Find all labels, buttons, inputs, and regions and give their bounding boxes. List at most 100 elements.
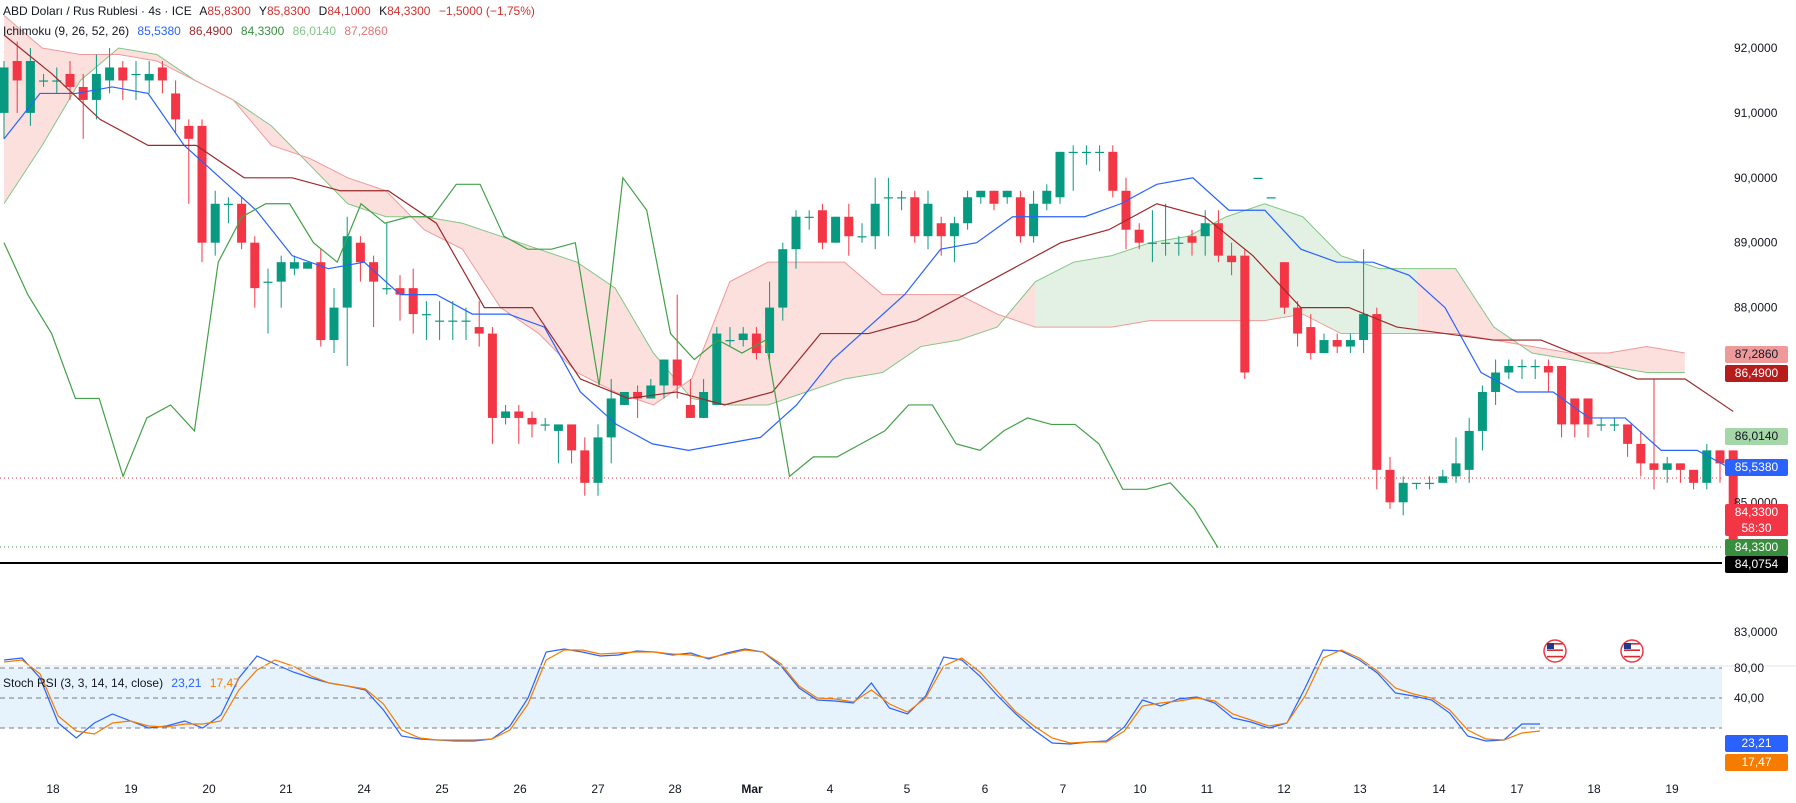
candle-body [1504, 366, 1514, 373]
candle-body [355, 242, 365, 263]
bar-countdown: 58:30 [1741, 521, 1772, 535]
candle-body [844, 216, 854, 237]
candle-body [171, 93, 181, 120]
candle-body [1055, 151, 1065, 198]
candle-body [395, 288, 405, 295]
ichimoku-chikou-line [3, 176, 1219, 549]
candle-body [1293, 307, 1303, 334]
time-axis-tick: 18 [1587, 782, 1601, 796]
candle-body [1332, 340, 1342, 347]
candle-body [1240, 255, 1250, 373]
stoch-rsi-pane [0, 648, 1722, 745]
candle-body [91, 73, 101, 100]
flag-stripe [1624, 643, 1640, 645]
candle-body [1583, 398, 1593, 425]
candle-body [1609, 424, 1619, 426]
ichimoku-legend[interactable]: Ichimoku (9, 26, 52, 26) 85,5380 86,4900… [3, 24, 393, 38]
candle-body [593, 437, 603, 483]
candle-body [382, 288, 392, 290]
candle-body [1411, 482, 1421, 485]
candle-body [567, 424, 577, 451]
us-flag-event-icon[interactable] [1620, 639, 1644, 663]
candle-body [342, 236, 352, 308]
time-axis-tick: 13 [1353, 782, 1367, 796]
ichimoku-chikou-value: 84,3300 [240, 24, 285, 38]
candle-body [857, 236, 867, 238]
time-axis-tick: Mar [741, 782, 763, 796]
time-axis-tick: 10 [1133, 782, 1147, 796]
candle-body [1451, 463, 1461, 477]
candle-body [461, 320, 471, 322]
kijun-price-tag: 86,4900 [1725, 365, 1788, 382]
time-axis-tick: 19 [124, 782, 138, 796]
candle-body [725, 340, 735, 342]
candle-body [1425, 482, 1435, 485]
price-axis-tick: 91,0000 [1734, 106, 1778, 120]
candle-body [1728, 450, 1738, 548]
ohlc-low: D84,1000 [318, 4, 371, 18]
candle-body [1359, 314, 1369, 341]
candle-body [897, 197, 907, 199]
candle-body [1002, 190, 1012, 198]
candle-body [210, 203, 220, 243]
candle-body [39, 80, 49, 82]
candle-body [1477, 391, 1487, 431]
candle-body [1187, 236, 1197, 243]
flag-stripe [1624, 649, 1640, 651]
candle-body [1623, 424, 1633, 444]
candle-body [65, 73, 75, 87]
candle-body [646, 385, 656, 399]
candle-body [738, 333, 748, 341]
candle-body [1570, 398, 1580, 425]
chikou-price-tag: 84,3300 [1725, 539, 1788, 556]
candle-body [118, 67, 128, 81]
candle-body [1161, 242, 1171, 244]
candle-body [1081, 151, 1091, 154]
candle-body [12, 60, 22, 81]
candle-body [1279, 262, 1289, 308]
candle-body [791, 216, 801, 250]
us-flag-event-icon[interactable] [1543, 639, 1567, 663]
candle-body [289, 262, 299, 269]
ohlc-change: −1,5000 (−1,75%) [438, 4, 535, 18]
tenkan-price-tag: 85,5380 [1725, 459, 1788, 476]
time-axis-tick: 25 [435, 782, 449, 796]
candle-body [1636, 443, 1646, 464]
candle-body [184, 125, 194, 139]
candle-body [963, 197, 973, 224]
ichimoku-kijun-value: 86,4900 [189, 24, 233, 38]
time-axis-tick: 18 [46, 782, 60, 796]
candle-body [1702, 450, 1712, 483]
candle-body [633, 391, 643, 399]
candle-body [25, 60, 35, 113]
candle-body [1121, 190, 1131, 230]
candle-body [751, 333, 761, 354]
candle-body [1345, 340, 1355, 347]
flag-stripe [1547, 649, 1563, 651]
time-axis-tick: 21 [279, 782, 293, 796]
candle-body [553, 424, 563, 431]
flag-stripe [1547, 646, 1563, 648]
candle-body [1372, 314, 1382, 470]
candle-body [514, 411, 524, 418]
time-axis-tick: 6 [982, 782, 989, 796]
stoch-legend[interactable]: Stoch RSI (3, 3, 14, 14, close) 23,21 17… [3, 676, 245, 690]
time-axis-tick: 27 [591, 782, 605, 796]
symbol-title: ABD Doları / Rus Rublesi · 4s · ICE [3, 4, 192, 18]
candle-body [1306, 327, 1316, 354]
candle-body [144, 73, 154, 81]
economic-events[interactable] [1543, 639, 1644, 663]
stoch-axis-tick: 40,00 [1734, 691, 1764, 705]
ichimoku-cloud-bear [4, 15, 1036, 405]
ichimoku-label: Ichimoku (9, 26, 52, 26) [3, 24, 130, 38]
candle-body [52, 80, 62, 82]
candle-body [606, 398, 616, 438]
time-axis-tick: 11 [1201, 782, 1214, 796]
candle-body [1108, 151, 1118, 191]
axes: 92,000091,000090,000089,000088,000087,00… [0, 41, 1796, 796]
candle-body [435, 320, 445, 322]
candle-body [976, 190, 986, 198]
candle-body [237, 203, 247, 243]
stoch-label: Stoch RSI (3, 3, 14, 14, close) [3, 676, 164, 690]
